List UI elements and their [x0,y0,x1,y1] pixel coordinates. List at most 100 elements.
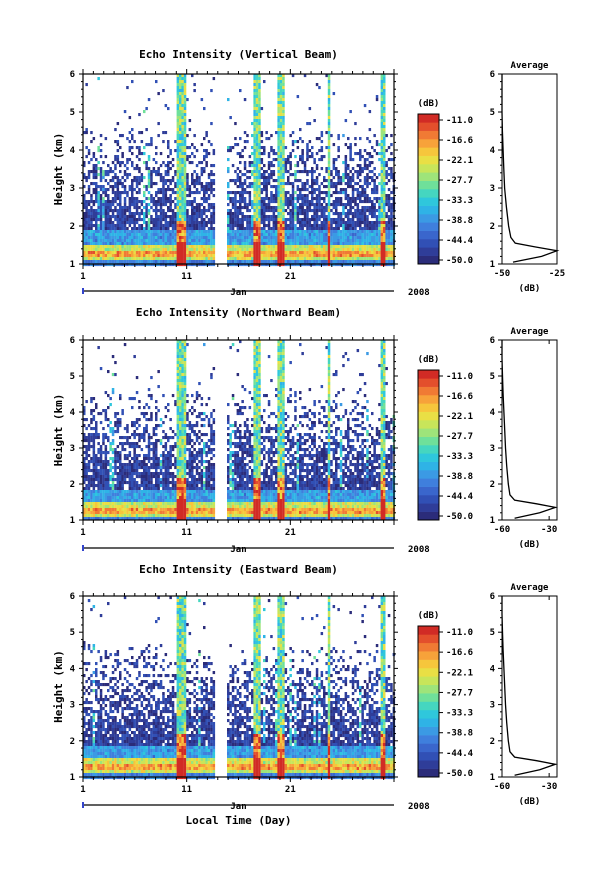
average-x-label: (dB) [519,797,541,807]
colorbar-swatch [418,147,439,156]
colorbar-swatch [418,230,439,240]
average-title: Average [511,583,550,593]
average-x-label: (dB) [519,540,541,550]
colorbar-swatch [418,172,439,181]
colorbar-swatch [418,239,439,248]
colorbar-swatch [418,511,439,521]
average-y-tick-label: 4 [490,146,496,156]
average-profile: Average 1 2 3 4 5 6 -60 -30(dB) [490,583,558,807]
colorbar: (dB) -11.0 -16.6 -22.1 -27.7 -33.3 -38.8 -44.4 -… [417,611,474,779]
colorbar-tick-label: -11.0 [446,628,473,638]
colorbar-tick-label: -44.4 [446,749,474,759]
average-y-tick-label: 6 [490,336,495,346]
average-profile-line [501,596,558,776]
x-tick-label: 21 [285,272,296,282]
average-y-tick-label: 1 [490,516,495,526]
colorbar-tick-label: -16.6 [446,648,473,658]
colorbar-tick-label: -38.8 [446,729,473,739]
colorbar-swatch [418,709,439,719]
colorbar-tick-label: -44.4 [446,492,474,502]
average-profile: Average 1 2 3 4 5 6 -60 -30(dB) [490,327,558,550]
colorbar-swatch [418,495,439,504]
heatmap [83,340,396,521]
y-tick-label: 6 [70,70,75,80]
colorbar-frame [417,369,440,521]
colorbar-swatch [418,667,439,677]
colorbar-frame [417,113,440,265]
colorbar-swatch [418,386,439,396]
colorbar-frame [417,625,440,778]
colorbar-swatch [418,155,439,165]
colorbar-swatch [418,189,439,198]
colorbar-tick-label: -33.3 [446,709,473,719]
average-x-tick-label: -25 [549,269,565,279]
average-y-tick-label: 6 [490,592,495,602]
average-y-tick-label: 6 [490,70,495,80]
average-x-label: (dB) [519,284,541,294]
average-y-tick-label: 2 [490,480,495,490]
month-label: Jan [230,545,246,555]
colorbar-tick-label: -27.7 [446,432,473,442]
colorbar-swatch [418,743,439,753]
colorbar-tick-label: -38.8 [446,472,473,482]
colorbar-swatch [418,461,439,471]
x-tick-label: 1 [80,785,85,795]
colorbar-tick-label: -22.1 [446,668,473,678]
year-label: 2008 [408,288,430,298]
chart-title: Echo Intensity (Eastward Beam) [139,563,338,576]
colorbar-swatch [418,197,439,206]
colorbar-swatch [418,205,439,215]
colorbar-unit: (dB) [418,355,440,365]
average-y-tick-label: 4 [490,664,496,674]
colorbar-swatch [418,164,439,173]
colorbar-swatch [418,503,439,512]
colorbar-unit: (dB) [418,99,440,109]
colorbar: (dB) -11.0 -16.6 -22.1 -27.7 -33.3 -38.8 -44.4 -… [417,355,474,522]
average-y-tick-label: 2 [490,737,495,747]
colorbar-tick-label: -50.0 [446,256,473,266]
x-tick-label: 1 [80,528,85,538]
y-tick-label: 2 [70,480,75,490]
y-tick-label: 4 [70,664,76,674]
colorbar-swatch [418,436,439,446]
colorbar-swatch [418,420,439,429]
colorbar-tick-label: -33.3 [446,452,473,462]
average-y-tick-label: 4 [490,408,496,418]
x-tick-label: 11 [181,785,192,795]
y-tick-label: 3 [70,444,75,454]
y-axis-label: Height (km) [52,133,65,206]
average-x-tick-label: -60 [494,525,510,535]
y-tick-label: 4 [70,146,76,156]
y-tick-label: 5 [70,628,75,638]
average-y-tick-label: 1 [490,773,495,783]
x-axis-label: Local Time (Day) [186,814,292,827]
colorbar-swatch [418,651,439,660]
colorbar-swatch [418,180,439,190]
colorbar-tick-label: -11.0 [446,372,473,382]
colorbar-unit: (dB) [418,611,440,621]
y-tick-label: 2 [70,222,75,232]
colorbar-swatch [418,222,439,231]
average-y-tick-label: 3 [490,701,495,711]
month-label: Jan [230,288,246,298]
y-axis-label: Height (km) [52,394,65,467]
colorbar-swatch [418,626,439,635]
colorbar-swatch [418,139,439,148]
y-tick-label: 5 [70,108,75,118]
colorbar-swatch [418,470,439,479]
colorbar-swatch [418,214,439,223]
y-tick-label: 1 [70,516,75,526]
colorbar-swatch [418,445,439,454]
colorbar-swatch [418,247,439,256]
colorbar-tick-label: -11.0 [446,116,473,126]
average-frame [501,73,558,265]
colorbar-swatch [418,701,439,711]
colorbar-swatch [418,735,439,744]
average-y-tick-label: 5 [490,108,495,118]
x-tick-label: 11 [181,272,192,282]
colorbar-swatch [418,768,439,778]
average-x-tick-label: -30 [541,782,557,792]
average-frame [501,595,558,778]
